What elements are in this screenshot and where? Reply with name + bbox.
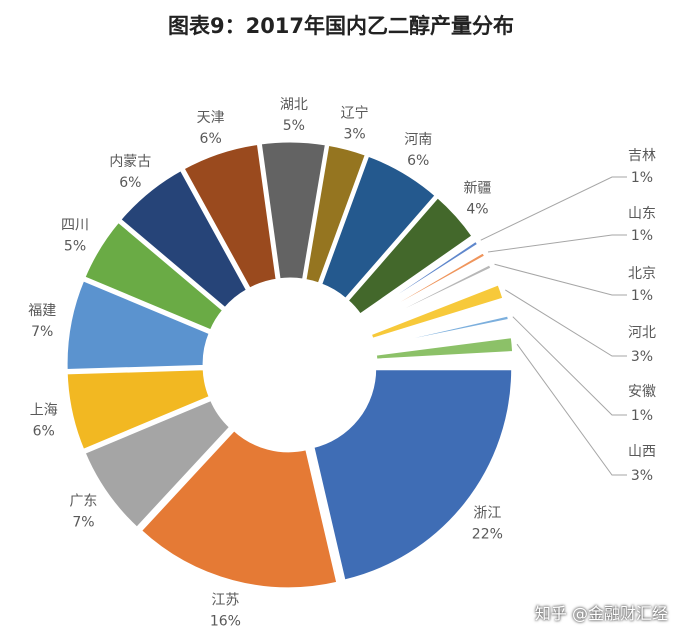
leader-line	[487, 234, 627, 253]
slice-辽宁	[303, 142, 369, 286]
slice-山东	[362, 249, 488, 326]
slice-label-value: 1%	[631, 228, 653, 244]
slice-label-value: 6%	[200, 131, 222, 147]
slice-label-name: 吉林	[628, 148, 656, 164]
leader-line	[505, 289, 627, 357]
slice-label-name: 上海	[30, 402, 58, 418]
slice-label-value: 1%	[631, 288, 653, 304]
slice-label-name: 广东	[69, 493, 97, 509]
slice-江苏	[138, 427, 340, 591]
slice-label-name: 福建	[28, 303, 56, 319]
slice-label-value: 7%	[72, 514, 94, 530]
slice-label-name: 新疆	[463, 181, 491, 197]
slice-label-value: 3%	[631, 349, 653, 365]
slice-天津	[180, 141, 279, 292]
leader-line	[494, 263, 627, 296]
slice-label-value: 22%	[472, 527, 503, 543]
slice-label-name: 山东	[628, 206, 656, 222]
slice-label-name: 安徽	[628, 384, 656, 400]
slice-北京	[364, 261, 495, 330]
chart-title: 图表9：2017年国内乙二醇产量分布	[167, 14, 515, 38]
slice-label-value: 3%	[343, 126, 365, 142]
slice-label-name: 四川	[61, 217, 89, 233]
slice-label-name: 辽宁	[341, 104, 369, 121]
slice-label-value: 16%	[210, 614, 241, 630]
slice-label-value: 6%	[33, 423, 55, 439]
slice-新疆	[344, 194, 476, 318]
slice-浙江	[311, 367, 515, 583]
slice-label-name: 山西	[628, 444, 656, 460]
slice-广东	[82, 397, 233, 531]
slice-吉林	[359, 238, 481, 321]
watermark: 知乎 @金融财汇经	[534, 604, 668, 623]
slice-label-name: 浙江	[473, 506, 501, 522]
slice-label-value: 5%	[283, 118, 305, 134]
slice-河南	[318, 153, 439, 302]
leader-line	[516, 343, 627, 476]
leader-line	[512, 316, 627, 416]
slice-label-name: 江苏	[211, 593, 239, 609]
slice-label-name: 内蒙古	[109, 154, 151, 170]
slice-福建	[64, 277, 213, 373]
slice-label-value: 4%	[466, 202, 488, 218]
slice-上海	[64, 367, 213, 453]
slice-内蒙古	[117, 167, 250, 311]
slice-label-value: 5%	[64, 238, 86, 254]
slice-label-value: 6%	[407, 153, 429, 169]
slice-label-name: 北京	[628, 266, 656, 282]
slice-安徽	[372, 313, 512, 350]
slice-河北	[368, 281, 506, 342]
slice-label-value: 1%	[631, 408, 653, 424]
slice-label-value: 7%	[31, 324, 53, 340]
slice-label-value: 1%	[631, 170, 653, 186]
slice-label-name: 河南	[404, 132, 432, 148]
slice-label-name: 河北	[628, 325, 656, 341]
leader-line	[480, 176, 627, 241]
slice-山西	[373, 334, 516, 362]
slice-label-name: 天津	[197, 110, 225, 126]
slice-label-name: 湖北	[280, 97, 308, 113]
slice-label-value: 3%	[631, 468, 653, 484]
slice-四川	[81, 219, 226, 333]
slice-label-value: 6%	[119, 175, 141, 191]
